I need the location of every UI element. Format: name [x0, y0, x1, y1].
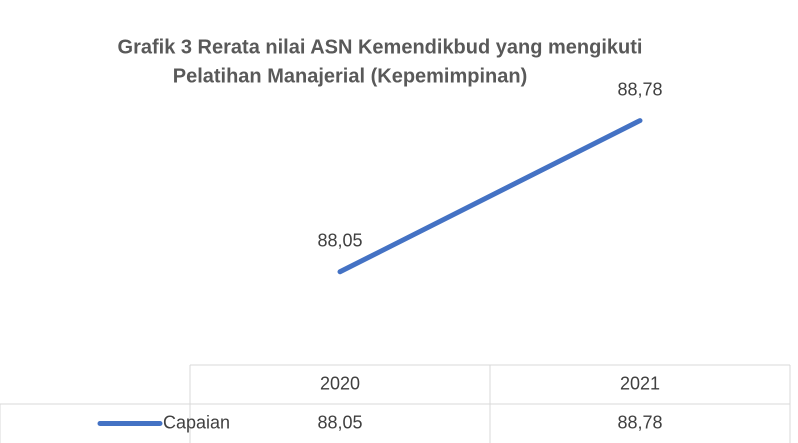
- table-value: 88,05: [317, 412, 362, 432]
- x-tick-label: 2020: [320, 373, 360, 393]
- chart-title: Pelatihan Manajerial (Kepemimpinan): [173, 65, 528, 87]
- data-label: 88,78: [617, 79, 662, 99]
- table-value: 88,78: [617, 412, 662, 432]
- data-line: [337, 118, 643, 275]
- chart-title: Grafik 3 Rerata nilai ASN Kemendikbud ya…: [118, 36, 643, 58]
- data-label: 88,05: [317, 231, 362, 251]
- x-tick-label: 2021: [620, 373, 660, 393]
- legend-label: Capaian: [163, 412, 230, 432]
